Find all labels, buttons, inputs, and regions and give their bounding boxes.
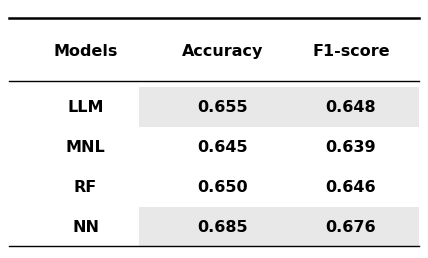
Text: LLM: LLM: [67, 100, 104, 115]
Text: Models: Models: [54, 44, 118, 59]
Text: 0.639: 0.639: [326, 140, 376, 155]
Text: 0.648: 0.648: [326, 100, 376, 115]
Text: NN: NN: [72, 220, 99, 235]
Text: Accuracy: Accuracy: [182, 44, 263, 59]
Bar: [139, 207, 419, 247]
Bar: [139, 87, 419, 127]
Text: 0.655: 0.655: [197, 100, 248, 115]
Text: RF: RF: [74, 180, 97, 195]
Text: 0.676: 0.676: [326, 220, 376, 235]
Text: 0.646: 0.646: [326, 180, 376, 195]
Text: 0.685: 0.685: [197, 220, 248, 235]
Text: 0.650: 0.650: [197, 180, 248, 195]
Text: MNL: MNL: [66, 140, 105, 155]
Text: F1-score: F1-score: [312, 44, 390, 59]
Text: 0.645: 0.645: [197, 140, 248, 155]
